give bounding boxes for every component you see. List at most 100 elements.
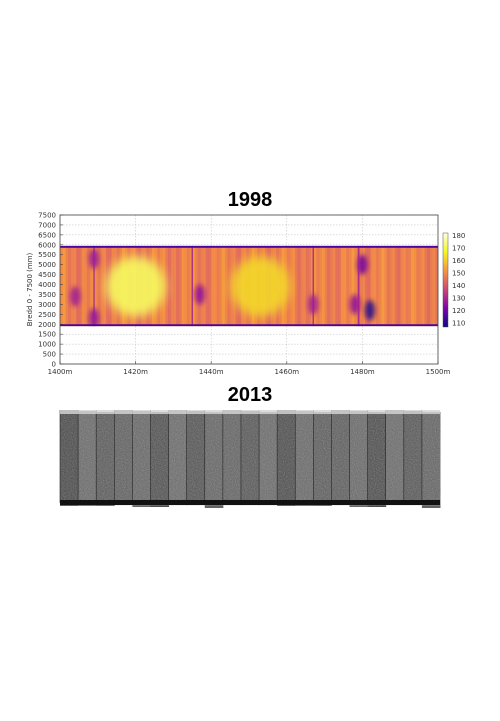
scan-top-edge bbox=[60, 410, 440, 414]
texture-stripe bbox=[203, 245, 207, 327]
texture-stripe bbox=[319, 245, 323, 327]
texture-stripe bbox=[211, 245, 215, 327]
scan-grain bbox=[222, 410, 242, 506]
texture-stripe bbox=[373, 245, 377, 327]
texture-stripe bbox=[427, 245, 431, 327]
texture-stripe bbox=[327, 245, 331, 327]
scan-grain bbox=[204, 410, 224, 506]
texture-stripe bbox=[389, 245, 393, 327]
x-tick-label: 1480m bbox=[350, 368, 375, 376]
texture-stripe bbox=[332, 245, 336, 327]
texture-stripe bbox=[316, 245, 320, 327]
texture-stripe bbox=[76, 245, 80, 327]
texture-stripe bbox=[60, 245, 63, 327]
y-tick-label: 1000 bbox=[38, 341, 56, 349]
colorbar-tick-label: 150 bbox=[452, 270, 465, 278]
colorbar-tick-label: 140 bbox=[452, 282, 465, 290]
texture-stripe bbox=[365, 245, 369, 327]
texture-stripe bbox=[224, 245, 228, 327]
texture-stripe bbox=[184, 245, 188, 327]
dark-region bbox=[357, 254, 368, 275]
y-tick-label: 2000 bbox=[38, 321, 56, 329]
texture-stripe bbox=[176, 245, 180, 327]
texture-stripe bbox=[186, 245, 190, 327]
colorbar: 110 120 130 140 150 160 170 180 bbox=[442, 232, 465, 328]
texture-stripe bbox=[168, 245, 171, 327]
edge-band bbox=[60, 324, 438, 327]
texture-stripe bbox=[208, 245, 212, 327]
texture-stripe bbox=[189, 245, 193, 327]
texture-stripe bbox=[424, 245, 428, 327]
texture-stripe bbox=[354, 245, 358, 327]
y-tick-label: 7500 bbox=[38, 212, 56, 220]
scan-2013-image bbox=[59, 410, 441, 508]
texture-stripe bbox=[330, 245, 333, 327]
texture-stripe bbox=[65, 245, 69, 327]
y-axis-label: Bredd 0 - 7500 (mm) bbox=[26, 252, 34, 326]
texture-stripe bbox=[378, 245, 382, 327]
dark-region bbox=[349, 294, 360, 315]
texture-stripe bbox=[375, 245, 379, 327]
scan-grain bbox=[367, 410, 387, 506]
texture-stripe bbox=[227, 245, 231, 327]
texture-stripe bbox=[419, 245, 423, 327]
y-tick-label: 6000 bbox=[38, 241, 56, 249]
texture-stripe bbox=[429, 245, 433, 327]
panel-title-1998: 1998 bbox=[227, 189, 273, 211]
texture-stripe bbox=[89, 245, 93, 327]
texture-stripe bbox=[338, 245, 342, 327]
y-tick-label: 3500 bbox=[38, 291, 56, 299]
texture-stripe bbox=[100, 245, 104, 327]
texture-stripe bbox=[340, 245, 344, 327]
scan-segments bbox=[59, 410, 441, 508]
texture-stripe bbox=[405, 245, 409, 327]
scan-grain bbox=[313, 410, 332, 506]
axes: 1400m 1420m 1440m 1460m 1480m 1500m 0 500 1000 15… bbox=[38, 212, 450, 377]
texture-stripe bbox=[294, 245, 298, 327]
y-tick-label: 3000 bbox=[38, 301, 56, 309]
y-tick-label: 4500 bbox=[38, 271, 56, 279]
texture-stripe bbox=[392, 245, 396, 327]
texture-stripe bbox=[178, 245, 182, 327]
texture-stripe bbox=[70, 245, 74, 327]
scan-grain bbox=[78, 410, 97, 506]
x-tick-label: 1500m bbox=[426, 368, 451, 376]
texture-stripe bbox=[411, 245, 414, 327]
dark-region bbox=[194, 284, 205, 305]
texture-stripe bbox=[335, 245, 339, 327]
scan-grain bbox=[60, 410, 79, 506]
texture-stripe bbox=[367, 245, 371, 327]
texture-stripe bbox=[219, 245, 223, 327]
texture-stripe bbox=[165, 245, 169, 327]
heatmap-1998-chart: 1400m 1420m 1440m 1460m 1480m 1500m 0 500 1000 15… bbox=[26, 212, 465, 377]
texture-stripe bbox=[292, 245, 296, 327]
scan-grain bbox=[259, 410, 278, 506]
y-tick-label: 6500 bbox=[38, 231, 56, 239]
texture-stripe bbox=[351, 245, 355, 327]
texture-stripe bbox=[324, 245, 328, 327]
scan-grain bbox=[349, 410, 369, 506]
texture-stripe bbox=[303, 245, 306, 327]
texture-stripe bbox=[384, 245, 387, 327]
texture-stripe bbox=[321, 245, 325, 327]
scan-grain bbox=[168, 410, 188, 506]
texture-stripe bbox=[195, 245, 198, 327]
colorbar-gradient bbox=[442, 232, 449, 328]
texture-stripe bbox=[289, 245, 293, 327]
texture-stripe bbox=[95, 245, 99, 327]
y-tick-label: 500 bbox=[43, 351, 56, 359]
texture-stripe bbox=[308, 245, 312, 327]
texture-stripe bbox=[362, 245, 366, 327]
texture-stripe bbox=[84, 245, 88, 327]
texture-stripe bbox=[435, 245, 438, 327]
texture-stripe bbox=[78, 245, 82, 327]
edge-band bbox=[60, 245, 438, 248]
scan-grain bbox=[277, 410, 296, 506]
heatmap-data bbox=[60, 245, 438, 327]
texture-stripe bbox=[181, 245, 185, 327]
y-tick-label: 4000 bbox=[38, 281, 56, 289]
texture-stripe bbox=[416, 245, 420, 327]
texture-stripe bbox=[62, 245, 66, 327]
scan-grain bbox=[150, 410, 170, 506]
scan-grain bbox=[295, 410, 314, 506]
